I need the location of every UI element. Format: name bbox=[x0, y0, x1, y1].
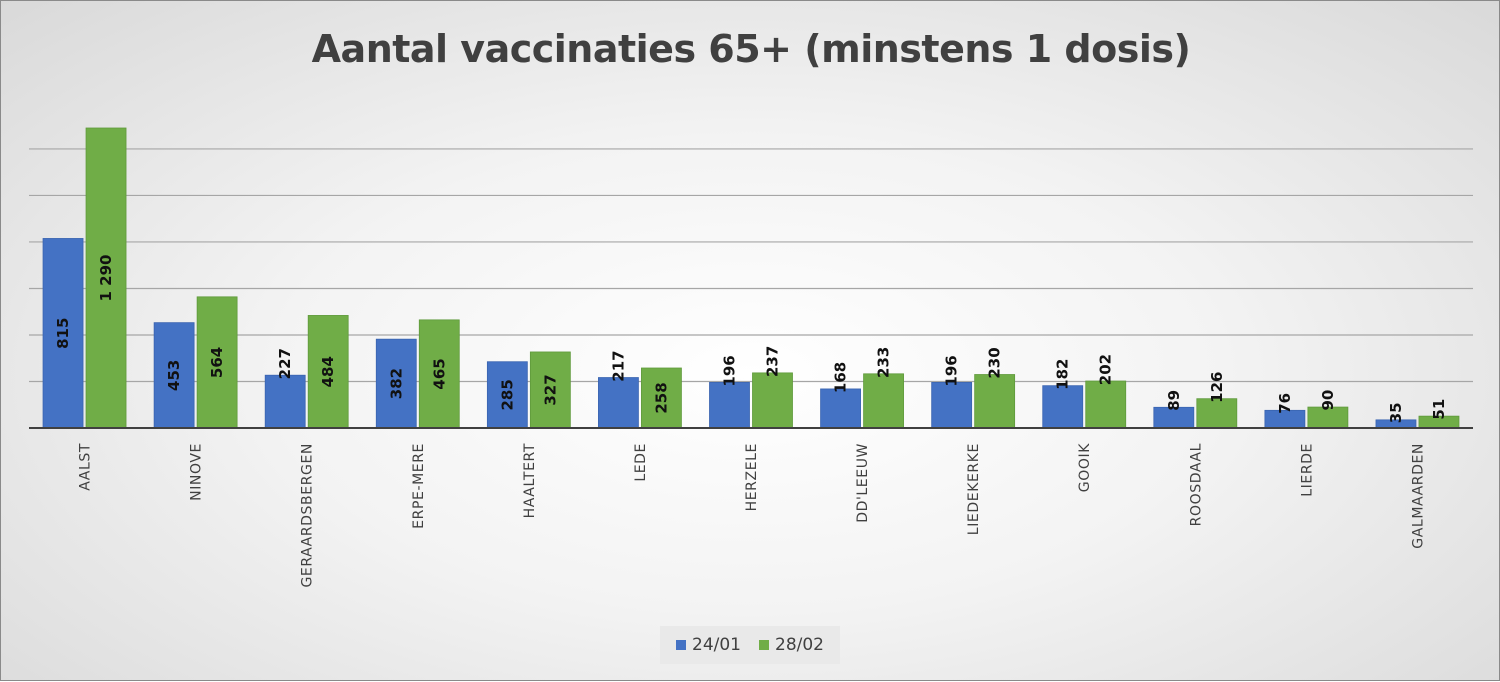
category-label: GOOIK bbox=[1077, 443, 1093, 492]
data-label: 90 bbox=[1319, 390, 1337, 411]
category-label: HAALTERT bbox=[522, 443, 538, 518]
data-label: 327 bbox=[541, 374, 559, 405]
category-label: ERPE-MERE bbox=[411, 443, 427, 529]
bar-series-1 bbox=[486, 361, 528, 429]
data-label: 230 bbox=[986, 347, 1004, 378]
bar-series-1 bbox=[709, 382, 750, 429]
data-label: 51 bbox=[1430, 399, 1448, 420]
data-label: 227 bbox=[276, 348, 294, 379]
data-label: 285 bbox=[498, 379, 516, 410]
data-label: 815 bbox=[54, 318, 72, 349]
data-label: 465 bbox=[430, 358, 448, 389]
legend-item-series-2: 28/02 bbox=[759, 635, 824, 655]
bar-series-1 bbox=[1042, 385, 1084, 429]
chart-legend: 24/01 28/02 bbox=[660, 626, 840, 664]
bar-series-1 bbox=[931, 382, 973, 429]
bar-series-1 bbox=[264, 374, 306, 429]
data-label: 217 bbox=[609, 350, 627, 381]
data-label: 1 290 bbox=[97, 255, 115, 302]
data-label: 484 bbox=[319, 356, 337, 387]
legend-swatch-series-1 bbox=[676, 640, 686, 650]
data-label: 89 bbox=[1165, 390, 1183, 411]
category-label: AALST bbox=[78, 443, 94, 491]
category-label: GALMAARDEN bbox=[1410, 443, 1426, 549]
data-label: 182 bbox=[1054, 359, 1072, 390]
data-label: 35 bbox=[1387, 402, 1405, 423]
bar-series-2 bbox=[974, 374, 1016, 429]
category-label: DD'LEEUW bbox=[855, 443, 871, 523]
category-label: LEDE bbox=[633, 443, 649, 482]
data-label: 202 bbox=[1097, 354, 1115, 385]
data-label: 233 bbox=[875, 347, 893, 378]
category-label: LIEDEKERKE bbox=[966, 443, 982, 535]
legend-swatch-series-2 bbox=[759, 640, 769, 650]
data-label: 168 bbox=[832, 362, 850, 393]
bar-series-2 bbox=[1196, 398, 1238, 429]
data-label: 196 bbox=[943, 355, 961, 386]
data-label: 564 bbox=[208, 347, 226, 378]
data-label: 76 bbox=[1276, 393, 1294, 414]
data-label: 258 bbox=[652, 382, 670, 413]
bar-series-2 bbox=[1085, 380, 1127, 429]
bar-series-1 bbox=[375, 338, 417, 429]
category-label: HERZELE bbox=[744, 443, 760, 511]
data-label: 196 bbox=[721, 355, 739, 386]
data-label: 237 bbox=[764, 346, 782, 377]
bar-series-2 bbox=[752, 372, 793, 429]
bar-series-2 bbox=[641, 367, 682, 429]
bar-series-1 bbox=[42, 238, 84, 429]
legend-label-series-1: 24/01 bbox=[692, 635, 741, 655]
category-label: LIERDE bbox=[1299, 443, 1315, 497]
category-label: NINOVE bbox=[189, 443, 205, 501]
data-label: 453 bbox=[165, 360, 183, 391]
category-label: ROOSDAAL bbox=[1188, 443, 1204, 526]
category-label: GERAARDSBERGEN bbox=[300, 443, 316, 588]
legend-label-series-2: 28/02 bbox=[775, 635, 824, 655]
bar-series-1 bbox=[820, 388, 861, 429]
data-label: 382 bbox=[387, 368, 405, 399]
bar-series-2 bbox=[529, 351, 571, 429]
bar-series-1 bbox=[598, 377, 639, 429]
bar-series-2 bbox=[418, 319, 460, 429]
bar-series-2 bbox=[863, 373, 904, 429]
data-label: 126 bbox=[1208, 372, 1226, 403]
legend-item-series-1: 24/01 bbox=[676, 635, 741, 655]
chart-title: Aantal vaccinaties 65+ (minstens 1 dosis… bbox=[311, 27, 1191, 71]
